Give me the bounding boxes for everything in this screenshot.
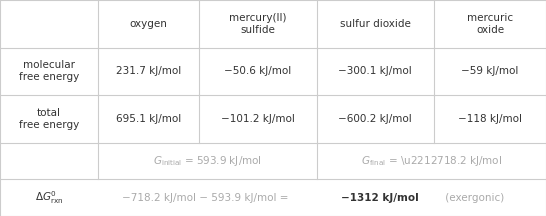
Text: −101.2 kJ/mol: −101.2 kJ/mol [221, 114, 295, 124]
Text: −50.6 kJ/mol: −50.6 kJ/mol [224, 66, 292, 76]
Text: sulfur dioxide: sulfur dioxide [340, 19, 411, 29]
Text: mercury(II)
sulfide: mercury(II) sulfide [229, 13, 287, 35]
Text: −59 kJ/mol: −59 kJ/mol [461, 66, 519, 76]
Text: 695.1 kJ/mol: 695.1 kJ/mol [116, 114, 181, 124]
Text: total
free energy: total free energy [19, 108, 79, 130]
Text: mercuric
oxide: mercuric oxide [467, 13, 513, 35]
Text: 231.7 kJ/mol: 231.7 kJ/mol [116, 66, 181, 76]
Text: (exergonic): (exergonic) [442, 193, 504, 203]
Text: −600.2 kJ/mol: −600.2 kJ/mol [339, 114, 412, 124]
Text: $\Delta G^0_{\mathrm{rxn}}$: $\Delta G^0_{\mathrm{rxn}}$ [35, 189, 63, 206]
Text: $G_{\mathrm{initial}}$ = 593.9 kJ/mol: $G_{\mathrm{initial}}$ = 593.9 kJ/mol [153, 154, 262, 168]
Text: $G_{\mathrm{final}}$ = \u2212718.2 kJ/mol: $G_{\mathrm{final}}$ = \u2212718.2 kJ/mo… [361, 154, 502, 168]
Text: oxygen: oxygen [130, 19, 168, 29]
Text: −118 kJ/mol: −118 kJ/mol [458, 114, 522, 124]
Text: molecular
free energy: molecular free energy [19, 60, 79, 83]
Text: −718.2 kJ/mol − 593.9 kJ/mol =: −718.2 kJ/mol − 593.9 kJ/mol = [122, 193, 292, 203]
Text: −1312 kJ/mol: −1312 kJ/mol [341, 193, 419, 203]
Text: −300.1 kJ/mol: −300.1 kJ/mol [339, 66, 412, 76]
